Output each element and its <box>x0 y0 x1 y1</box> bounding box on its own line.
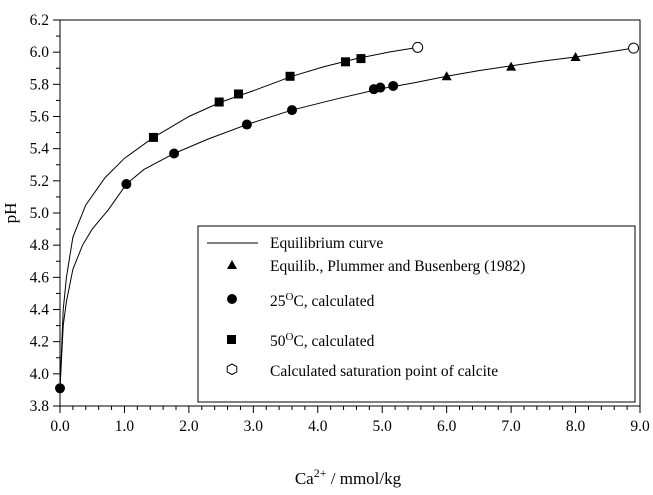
data-point-triangle <box>441 71 452 81</box>
y-tick-label: 6.2 <box>30 12 49 29</box>
y-tick-label: 5.6 <box>30 109 50 126</box>
legend-square-marker <box>227 335 236 344</box>
x-axis-title-sup: 2+ <box>314 466 327 480</box>
y-tick-label: 4.8 <box>30 237 50 254</box>
data-point-triangle <box>506 61 517 71</box>
data-point-circle <box>388 80 399 91</box>
x-tick-label: 6.0 <box>437 418 457 435</box>
x-axis-title-rest: / mmol/kg <box>327 469 402 488</box>
legend-label-saturation: Calculated saturation point of calcite <box>270 363 498 380</box>
legend-circle-marker <box>227 294 237 304</box>
legend-label-25c-base: 25 <box>270 293 286 310</box>
y-tick-label: 5.0 <box>30 205 50 222</box>
series-curve50 <box>59 46 418 389</box>
y-tick-label: 5.8 <box>30 76 50 93</box>
data-point-circle <box>55 383 65 394</box>
data-point-square <box>148 132 158 142</box>
curve-line <box>59 46 418 389</box>
y-tick-label: 4.6 <box>30 269 50 286</box>
x-tick-label: 7.0 <box>501 418 521 435</box>
data-point-circle <box>287 105 297 116</box>
data-point-square <box>214 97 224 107</box>
x-tick-label: 2.0 <box>179 418 199 435</box>
legend-open-hexagon-marker <box>226 363 238 376</box>
x-tick-label: 8.0 <box>566 418 586 435</box>
y-tick-label: 4.4 <box>30 302 50 319</box>
y-tick-label: 6.0 <box>30 44 50 61</box>
legend-label-curve: Equilibrium curve <box>270 235 383 252</box>
tick-labels: 0.0 1.0 2.0 3.0 4.0 5.0 6.0 7.0 8.0 9.0 3.8 4.0 4.2 4… <box>30 12 650 435</box>
legend-label-50c-base: 50 <box>270 333 286 350</box>
data-point-square <box>356 54 366 64</box>
legend-label-50c-sup: O <box>286 331 294 343</box>
series-calc25 <box>55 80 399 394</box>
x-tick-label: 3.0 <box>244 418 264 435</box>
y-tick-label: 5.2 <box>30 173 49 190</box>
series-calc50 <box>148 54 366 142</box>
data-point-square <box>285 71 295 81</box>
data-point-square <box>340 57 350 67</box>
data-point-circle <box>241 119 252 130</box>
ticks <box>53 19 641 413</box>
y-tick-label: 5.4 <box>30 141 50 158</box>
data-point-circle <box>375 82 386 93</box>
legend: Equilibrium curve Equilib., Plummer and … <box>197 225 636 403</box>
data-point-open-circle <box>412 41 424 53</box>
legend-label-25c-sup: O <box>286 291 294 303</box>
x-axis-title: Ca2+ / mmol/kg <box>295 466 402 488</box>
legend-label-25c: 25OC, calculated <box>270 291 375 310</box>
series-plummer <box>441 51 581 81</box>
data-point-open-circle <box>628 42 640 54</box>
x-tick-label: 0.0 <box>50 418 70 435</box>
data-point-circle <box>169 148 180 159</box>
data-point-circle <box>121 179 132 190</box>
legend-triangle-marker <box>227 260 237 269</box>
data-point-square <box>234 89 244 99</box>
y-axis-title: pH <box>1 203 20 224</box>
legend-label-plummer: Equilib., Plummer and Busenberg (1982) <box>270 258 525 275</box>
series <box>55 41 640 394</box>
legend-label-50c-rest: C, calculated <box>293 333 374 350</box>
x-axis-title-base: Ca <box>295 469 314 488</box>
y-tick-label: 3.8 <box>30 398 50 415</box>
x-tick-label: 5.0 <box>373 418 393 435</box>
x-tick-label: 4.0 <box>308 418 328 435</box>
legend-label-25c-rest: C, calculated <box>293 293 374 310</box>
series-saturation <box>412 41 640 54</box>
x-tick-label: 1.0 <box>115 418 135 435</box>
legend-box <box>197 225 636 403</box>
legend-label-50c: 50OC, calculated <box>270 331 375 350</box>
x-tick-label: 9.0 <box>630 418 650 435</box>
data-point-triangle <box>570 51 581 61</box>
y-tick-label: 4.0 <box>30 366 50 383</box>
y-tick-label: 4.2 <box>30 334 49 351</box>
